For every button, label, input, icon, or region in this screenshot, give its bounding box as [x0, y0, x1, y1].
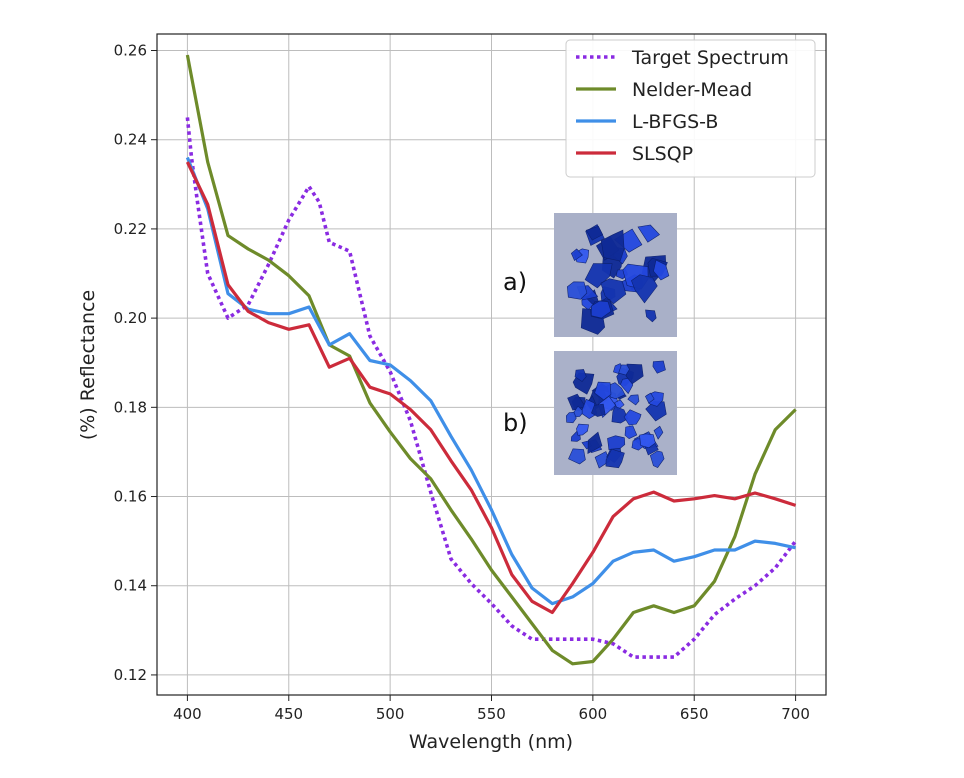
x-tick-label: 400 — [173, 705, 202, 723]
y-tick-label: 0.26 — [114, 42, 147, 60]
y-axis: 0.12 0.14 0.16 0.18 0.20 0.22 0.24 0.26 — [114, 42, 157, 684]
legend-label: SLSQP — [632, 143, 693, 165]
crystal-cluster-b — [565, 360, 667, 469]
crystal-shard — [653, 259, 670, 281]
x-axis: 400 450 500 550 600 650 700 — [173, 695, 810, 723]
crystal-shard — [645, 401, 667, 422]
crystal-shard — [649, 450, 665, 468]
crystal-shard — [627, 394, 640, 406]
crystal-shard — [631, 274, 658, 304]
x-tick-label: 550 — [477, 705, 506, 723]
crystal-shard — [587, 431, 603, 455]
y-tick-label: 0.22 — [114, 220, 147, 238]
x-tick-label: 700 — [781, 705, 810, 723]
legend-label: L-BFGS-B — [632, 111, 718, 133]
crystal-shard — [568, 448, 586, 465]
crystal-shard — [566, 281, 588, 300]
inset-label-b: b) — [503, 409, 528, 437]
crystal-shard — [611, 406, 629, 424]
crystal-shard — [576, 423, 589, 436]
series-layer — [185, 54, 798, 666]
series-line-nelder-mead — [185, 54, 797, 666]
crystal-shard — [591, 403, 606, 417]
legend: Target Spectrum Nelder-Mead L-BFGS-B SLSQP — [565, 39, 816, 178]
legend-label: Nelder-Mead — [632, 79, 752, 101]
crystal-shard — [637, 224, 660, 243]
series-line-l-bfgs-b — [185, 156, 796, 606]
crystal-shard — [618, 364, 630, 376]
legend-box — [565, 39, 816, 178]
y-axis-title: (%) Reflectance — [77, 290, 99, 440]
x-tick-label: 600 — [579, 705, 608, 723]
crystal-shard — [623, 409, 642, 426]
inset-label-a: a) — [503, 268, 527, 296]
crystal-shard — [594, 451, 610, 469]
crystal-shard — [585, 225, 604, 241]
crystal-shard — [570, 248, 583, 262]
crystal-shard — [605, 448, 625, 469]
inset-photos: a) b) — [503, 213, 677, 475]
y-tick-label: 0.24 — [114, 131, 147, 149]
crystal-shard — [645, 392, 655, 404]
series-line-target-spectrum — [185, 117, 798, 659]
crystal-shard — [639, 433, 656, 449]
crystal-shard — [574, 369, 587, 382]
x-tick-label: 650 — [680, 705, 709, 723]
crystal-shard — [645, 309, 657, 323]
crystal-shard — [652, 360, 666, 374]
crystal-shard — [624, 425, 638, 440]
y-tick-label: 0.14 — [114, 577, 147, 595]
crystal-cluster-a — [566, 224, 670, 335]
x-axis-title: Wavelength (nm) — [409, 731, 573, 753]
crystal-shard — [591, 300, 612, 319]
y-tick-label: 0.18 — [114, 398, 147, 416]
series-line-slsqp — [185, 161, 797, 615]
x-tick-label: 450 — [274, 705, 303, 723]
y-tick-label: 0.12 — [114, 666, 147, 684]
crystal-shard — [600, 229, 625, 262]
crystal-shard — [653, 425, 664, 440]
x-tick-label: 500 — [376, 705, 405, 723]
y-tick-label: 0.20 — [114, 309, 147, 327]
crystal-shard — [565, 411, 577, 424]
y-tick-label: 0.16 — [114, 488, 147, 506]
legend-label: Target Spectrum — [631, 47, 789, 69]
crystal-shard — [584, 263, 613, 289]
